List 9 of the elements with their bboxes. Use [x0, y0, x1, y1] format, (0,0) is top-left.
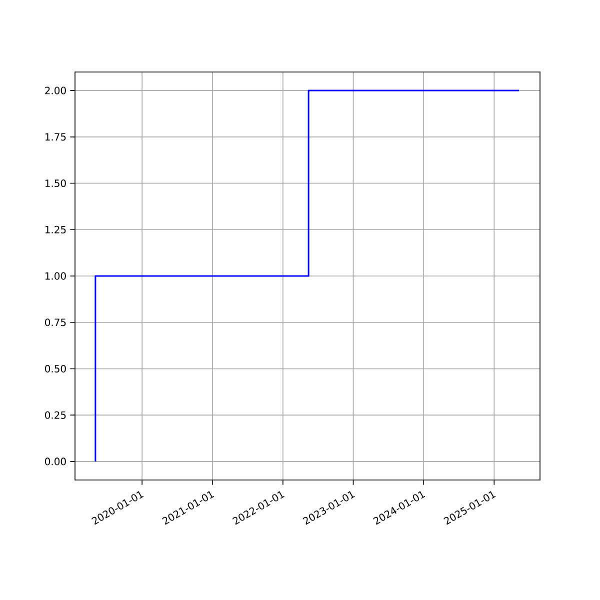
y-tick-label: 1.75 [45, 133, 66, 141]
y-tick-label: 1.25 [45, 226, 66, 234]
y-tick-label: 0.00 [45, 458, 66, 466]
y-tick-label: 1.50 [45, 179, 66, 188]
y-tick-label: 0.50 [45, 364, 66, 372]
y-tick-label: 0.25 [45, 411, 66, 419]
y-tick-label: 1.00 [45, 272, 66, 280]
y-tick-label: 2.00 [45, 86, 66, 94]
y-tick-label: 0.75 [45, 318, 66, 326]
